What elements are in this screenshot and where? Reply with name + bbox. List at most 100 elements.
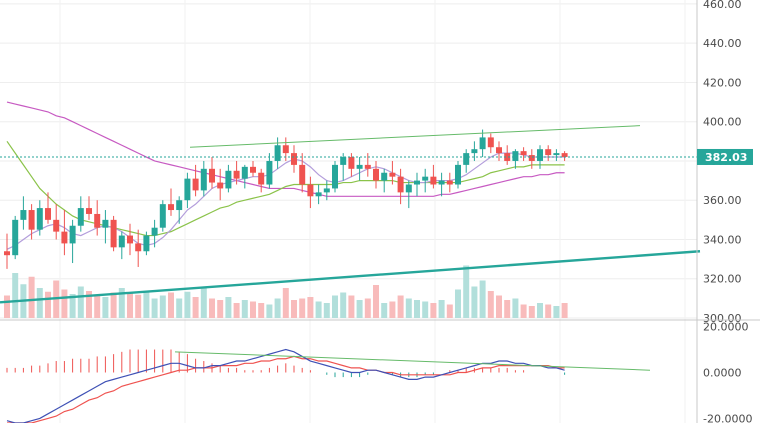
volume-bar: [4, 295, 10, 318]
volume-bar: [250, 301, 256, 318]
candle-body: [225, 170, 232, 189]
volume-bar: [446, 304, 453, 318]
candle-body: [151, 227, 158, 236]
volume-bar: [496, 295, 502, 318]
volume-bar: [28, 276, 35, 318]
candle-body: [200, 168, 207, 191]
volume-bar: [430, 303, 437, 318]
volume-bar: [553, 306, 560, 318]
candle-body: [438, 180, 445, 185]
moving-averages: [6, 101, 565, 250]
candles: [4, 129, 568, 269]
candle-body: [471, 149, 478, 154]
candle-body: [61, 231, 68, 244]
volume-bar: [45, 291, 51, 318]
volume-bar: [94, 295, 101, 318]
volume-bar: [364, 298, 371, 318]
candle-body: [364, 164, 371, 169]
price-tick-label: 420.00: [703, 76, 742, 89]
volume-bar: [381, 303, 388, 318]
candle-body: [266, 160, 273, 185]
volume-bar: [12, 273, 19, 318]
candle-body: [127, 235, 133, 244]
volume-bar: [176, 298, 183, 318]
volume-bar: [397, 295, 404, 318]
candle-body: [53, 219, 60, 232]
volume-bar: [61, 289, 68, 318]
volume-bar: [405, 298, 412, 318]
candle-body: [77, 208, 84, 226]
candle-body: [4, 251, 10, 256]
volume-bar: [151, 298, 158, 318]
price-tick-label: 460.00: [703, 0, 742, 11]
candle-body: [135, 243, 142, 252]
volume-bar: [86, 291, 92, 318]
candle-body: [176, 200, 183, 211]
volume-bar: [528, 306, 535, 318]
candle-body: [504, 153, 511, 161]
volume-bar: [118, 288, 125, 318]
last-price-label: 382.03: [705, 151, 747, 164]
candle-body: [291, 153, 297, 165]
candle-body: [258, 172, 265, 185]
candle-body: [479, 137, 486, 150]
macd-tick-label: 0.0000: [703, 367, 742, 380]
volume-bar: [561, 303, 568, 318]
candle-body: [414, 180, 420, 185]
candle-body: [332, 164, 338, 189]
volume-bar: [127, 293, 133, 318]
price-tick-label: 400.00: [703, 116, 742, 129]
volume-bar: [323, 303, 330, 318]
macd-panel: [6, 348, 651, 423]
volume-bar: [143, 291, 150, 318]
candle-body: [217, 182, 224, 189]
candle-body: [86, 208, 92, 214]
macd-trendline: [174, 351, 651, 371]
candle-body: [209, 168, 215, 183]
candle-body: [241, 166, 248, 179]
macd-tick-label: -20.0000: [703, 412, 752, 423]
candle-body: [110, 219, 117, 248]
candle-body: [389, 172, 396, 177]
volume-bar: [545, 304, 552, 318]
candle-body: [12, 219, 19, 256]
candle-body: [356, 164, 363, 169]
candle-body: [561, 153, 568, 157]
candle-body: [168, 204, 174, 211]
candle-body: [340, 157, 347, 165]
volume-bar: [168, 292, 174, 318]
volume-bar: [274, 298, 281, 318]
price-tick-label: 320.00: [703, 273, 742, 286]
candle-body: [69, 225, 76, 244]
price-tick-label: 440.00: [703, 37, 742, 50]
volume-bar: [233, 303, 240, 318]
volume-bar: [110, 292, 117, 318]
macd-tick-label: 20.0000: [703, 321, 749, 334]
candle-body: [537, 149, 543, 161]
volume-bar: [389, 301, 396, 318]
candle-body: [496, 147, 502, 154]
candle-body: [348, 157, 355, 169]
volume-bar: [422, 301, 429, 318]
volume-bar: [471, 286, 478, 318]
volume-bar: [504, 300, 511, 318]
candle-body: [28, 210, 35, 230]
volume-bar: [479, 280, 486, 318]
candle-body: [512, 151, 519, 161]
grid-layer: [0, 0, 697, 423]
candle-body: [299, 164, 306, 185]
volume-bar: [348, 295, 355, 318]
volume-bar: [414, 300, 420, 318]
volume-bar: [225, 297, 232, 318]
candle-body: [159, 204, 166, 228]
price-tick-label: 360.00: [703, 194, 742, 207]
candle-body: [446, 180, 453, 185]
volume-layer: [4, 265, 568, 318]
volume-bar: [512, 298, 519, 318]
price-tick-label: 300.00: [703, 312, 742, 325]
volume-bar: [487, 291, 494, 318]
candle-body: [282, 145, 289, 154]
candle-body: [455, 164, 461, 185]
volume-bar: [258, 303, 265, 318]
